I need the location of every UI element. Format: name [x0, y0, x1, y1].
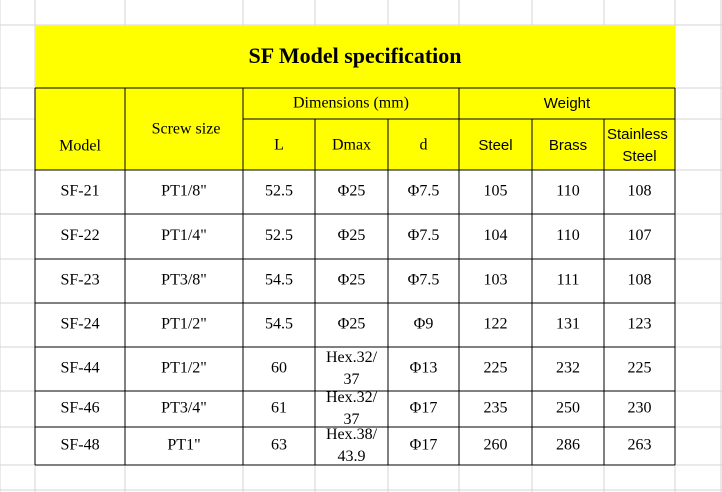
table-cell: PT1/2": [161, 316, 207, 333]
header-cell: Brass: [549, 137, 587, 154]
table-cell: 263: [628, 437, 652, 454]
table-cell: SF-22: [60, 227, 99, 244]
table-cell: Φ7.5: [408, 183, 440, 200]
table-cell: PT3/8": [161, 272, 207, 289]
table-cell: SF-48: [60, 437, 99, 454]
table-cell: 232: [556, 360, 580, 377]
table-cell: SF-24: [60, 316, 99, 333]
table-cell: 131: [556, 316, 580, 333]
header-cell: Dmax: [332, 137, 371, 154]
table-cell: 107: [628, 227, 652, 244]
table-cell: 286: [556, 437, 580, 454]
table-cell: 122: [484, 316, 508, 333]
table-cell: 63: [271, 437, 287, 454]
table-cell: 52.5: [265, 227, 293, 244]
header-cell: Steel: [478, 137, 512, 154]
table-cell: 111: [557, 272, 580, 289]
table-cell: Φ7.5: [408, 227, 440, 244]
table-cell: 54.5: [265, 272, 293, 289]
table-cell: SF-46: [60, 400, 99, 417]
table-cell: 110: [556, 183, 579, 200]
table-cell: PT1/2": [161, 360, 207, 377]
table-cell: 110: [556, 227, 579, 244]
table-cell: PT3/4": [161, 400, 207, 417]
table-cell: Hex.32/37: [326, 349, 378, 388]
header-cell: L: [274, 137, 284, 154]
table-cell: Φ17: [410, 437, 438, 454]
header-cell: Model: [59, 138, 101, 155]
table-cell: 230: [628, 400, 652, 417]
table-cell: PT1/4": [161, 227, 207, 244]
table-cell: Φ7.5: [408, 272, 440, 289]
table-cell: SF-23: [60, 272, 99, 289]
header-cell: Weight: [544, 95, 591, 112]
table-cell: 52.5: [265, 183, 293, 200]
table-cell: Φ13: [410, 360, 438, 377]
table-cell: Φ9: [414, 316, 434, 333]
table-cell: Hex.38/43.9: [326, 426, 378, 465]
table-cell: Φ25: [338, 272, 366, 289]
table-cell: 123: [628, 316, 652, 333]
table-cell: 235: [484, 400, 508, 417]
table-cell: SF-44: [60, 360, 99, 377]
table-cell: Φ25: [338, 227, 366, 244]
table-cell: SF-21: [60, 183, 99, 200]
table-cell: Φ25: [338, 183, 366, 200]
table-cell: 108: [628, 272, 652, 289]
table-cell: 54.5: [265, 316, 293, 333]
table-cell: 103: [484, 272, 508, 289]
header-cell: Dimensions (mm): [293, 95, 409, 112]
table-title: SF Model specification: [248, 43, 461, 68]
table-cell: 108: [628, 183, 652, 200]
table-cell: Hex.32/37: [326, 389, 378, 428]
table-cell: 250: [556, 400, 580, 417]
table-cell: PT1/8": [161, 183, 207, 200]
header-cell: d: [420, 137, 428, 154]
table-cell: 260: [484, 437, 508, 454]
table-cell: Φ25: [338, 316, 366, 333]
table-cell: 225: [628, 360, 652, 377]
table-cell: 104: [484, 227, 508, 244]
header-cell: Stainless Steel: [607, 126, 672, 165]
table-cell: 60: [271, 360, 287, 377]
header-cell: Screw size: [152, 121, 221, 138]
table-cell: 105: [484, 183, 508, 200]
table-cell: 61: [271, 400, 287, 417]
table-cell: PT1": [167, 437, 200, 454]
header-fill: [35, 25, 675, 170]
table-cell: 225: [484, 360, 508, 377]
table-cell: Φ17: [410, 400, 438, 417]
